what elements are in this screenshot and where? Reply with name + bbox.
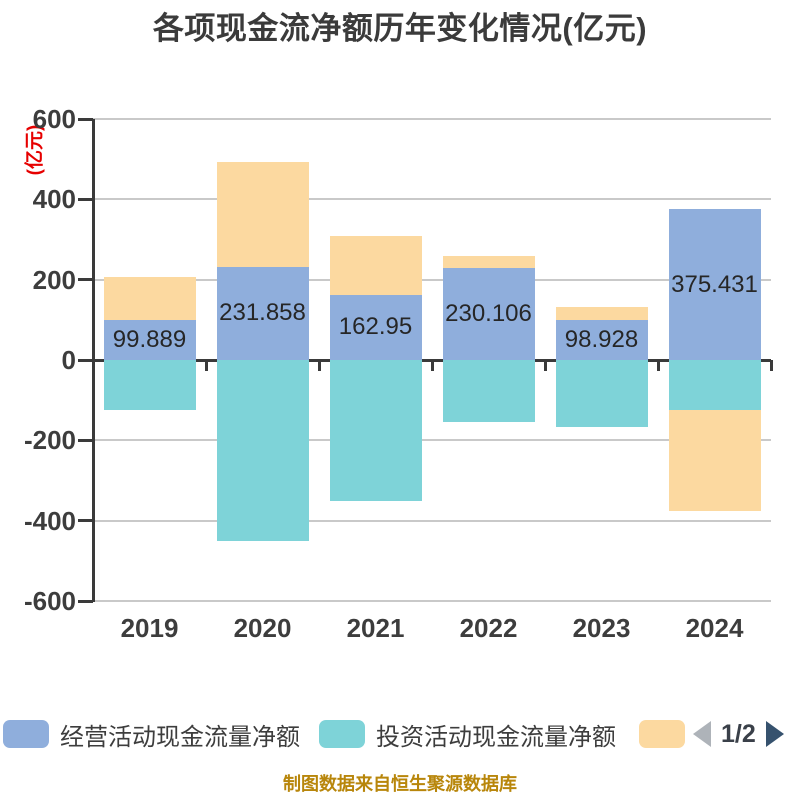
gridline (93, 600, 771, 602)
y-axis-tick-label: -200 (23, 425, 76, 456)
x-axis-tick (430, 360, 434, 371)
pager-prev-icon[interactable] (693, 721, 711, 747)
legend-swatch-investing-icon (319, 720, 365, 748)
bar-value-label: 162.95 (338, 313, 413, 341)
x-axis-tick (91, 360, 95, 371)
gridline (93, 118, 771, 120)
bar-segment-investing[interactable] (442, 360, 535, 422)
gridline (93, 198, 771, 201)
bar-segment-operating[interactable] (668, 209, 761, 360)
bar-segment-operating[interactable] (329, 294, 422, 360)
legend-item-investing[interactable]: 投资活动现金流量净额 (319, 717, 616, 751)
bar-segment-series3[interactable] (668, 409, 761, 512)
x-axis-label: 2021 (346, 613, 405, 643)
legend-swatch-series3-icon (639, 720, 685, 748)
bar-value-label: 375.431 (671, 270, 758, 298)
y-axis-tick (78, 519, 93, 523)
y-axis-tick-label: -600 (23, 586, 76, 616)
bar-segment-investing[interactable] (668, 360, 761, 410)
bar-value-label: 231.858 (219, 299, 306, 327)
bar-segment-series3[interactable] (442, 256, 535, 268)
x-axis-label: 2022 (459, 613, 518, 643)
x-axis-label: 2020 (233, 613, 292, 643)
bar-segment-series3[interactable] (103, 276, 196, 320)
bar-segment-investing[interactable] (555, 360, 648, 428)
bar-segment-series3[interactable] (329, 235, 422, 295)
pager-page-indicator: 1/2 (721, 719, 756, 748)
plot-area: 99.889 231.858 162.95 230.106 98.928 375.431 (91, 118, 773, 602)
y-axis-tick (78, 117, 93, 121)
y-axis-tick-label: 200 (32, 264, 76, 295)
gridline (93, 439, 771, 442)
data-source-caption: 制图数据来自恒生聚源数据库 (283, 774, 517, 794)
bar-segment-operating[interactable] (555, 320, 648, 360)
gridline (93, 519, 771, 522)
legend: 经营活动现金流量净额 投资活动现金流量净额 1/2 (0, 717, 800, 751)
bar-segment-investing[interactable] (103, 360, 196, 411)
y-axis-tick (78, 278, 93, 282)
y-axis-tick (78, 197, 93, 201)
legend-label-investing: 投资活动现金流量净额 (376, 723, 616, 751)
bar-segment-investing[interactable] (216, 360, 309, 541)
bar-segment-investing[interactable] (329, 360, 422, 501)
x-axis-tick (204, 360, 208, 371)
x-axis-tick (543, 360, 547, 371)
bar-segment-series3[interactable] (555, 307, 648, 321)
y-axis-tick-label: -400 (23, 505, 76, 536)
y-axis-tick (78, 599, 93, 603)
y-axis-tick (78, 438, 93, 442)
chart-title: 各项现金流净额历年变化情况(亿元) (152, 11, 648, 46)
y-axis-tick-label: 0 (61, 345, 76, 375)
x-axis-label: 2019 (120, 613, 179, 643)
legend-swatch-operating-icon (3, 720, 49, 748)
x-axis-tick (317, 360, 321, 371)
legend-pager: 1/2 (693, 717, 784, 751)
bar-segment-operating[interactable] (216, 266, 309, 360)
x-axis-label: 2024 (685, 613, 744, 643)
legend-item-series3[interactable] (639, 717, 685, 751)
gridline (93, 278, 771, 281)
bar-value-label: 98.928 (564, 326, 639, 354)
x-axis-label: 2023 (572, 613, 631, 643)
legend-item-operating[interactable]: 经营活动现金流量净额 (3, 717, 300, 751)
bar-value-label: 99.889 (112, 325, 187, 353)
legend-label-operating: 经营活动现金流量净额 (60, 723, 300, 751)
bar-value-label: 230.106 (445, 299, 532, 327)
y-axis-tick (78, 358, 93, 362)
pager-next-icon[interactable] (765, 721, 784, 747)
bar-segment-series3[interactable] (216, 162, 309, 267)
y-axis-tick-label: 400 (32, 184, 76, 215)
bar-segment-operating[interactable] (442, 267, 535, 360)
x-axis-tick (656, 360, 660, 371)
y-axis-tick-label: 600 (32, 104, 76, 134)
bar-segment-operating[interactable] (103, 319, 196, 360)
x-axis-tick (769, 360, 773, 371)
